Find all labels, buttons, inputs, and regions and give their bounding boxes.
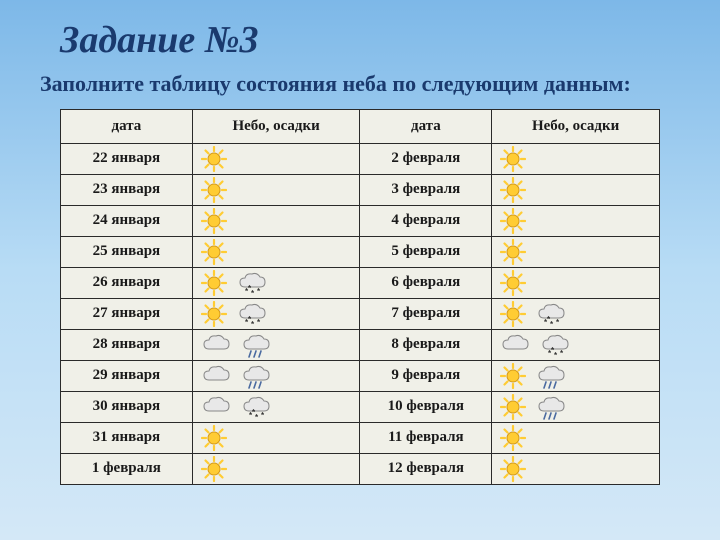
date-cell: 30 января xyxy=(61,391,193,422)
sun-icon xyxy=(201,301,227,327)
cloud-snow-icon xyxy=(241,393,271,421)
sun-icon xyxy=(500,208,526,234)
table-row: 24 января 4 февраля xyxy=(61,205,660,236)
date-cell: 8 февраля xyxy=(360,329,492,360)
table-row: 26 января 6 февраля xyxy=(61,267,660,298)
cloud-rain-icon xyxy=(241,331,271,359)
cloud-icon xyxy=(500,331,530,359)
date-cell: 26 января xyxy=(61,267,193,298)
sky-cell xyxy=(492,236,660,267)
cloud-snow-icon xyxy=(237,269,267,297)
sky-cell xyxy=(192,422,360,453)
sky-cell xyxy=(492,174,660,205)
cloud-snow-icon xyxy=(540,331,570,359)
sun-icon xyxy=(500,177,526,203)
sun-icon xyxy=(201,425,227,451)
table-row: 31 января 11 февраля xyxy=(61,422,660,453)
date-cell: 29 января xyxy=(61,360,193,391)
sky-cell xyxy=(192,360,360,391)
sky-cell xyxy=(492,298,660,329)
sun-icon xyxy=(201,239,227,265)
sky-cell xyxy=(192,298,360,329)
table-row: 25 января 5 февраля xyxy=(61,236,660,267)
date-cell: 1 февраля xyxy=(61,453,193,484)
date-cell: 6 февраля xyxy=(360,267,492,298)
sun-icon xyxy=(500,146,526,172)
task-subtitle: Заполните таблицу состояния неба по след… xyxy=(0,70,720,109)
table-row: 30 января 10 февраля xyxy=(61,391,660,422)
sky-cell xyxy=(192,205,360,236)
cloud-rain-icon xyxy=(241,362,271,390)
date-cell: 25 января xyxy=(61,236,193,267)
sky-cell xyxy=(492,391,660,422)
sun-icon xyxy=(500,239,526,265)
sun-icon xyxy=(500,394,526,420)
sky-cell xyxy=(192,453,360,484)
sky-cell xyxy=(192,267,360,298)
cloud-icon xyxy=(201,331,231,359)
sun-icon xyxy=(500,301,526,327)
sun-icon xyxy=(201,456,227,482)
sun-icon xyxy=(500,363,526,389)
date-cell: 5 февраля xyxy=(360,236,492,267)
header-sky-2: Небо, осадки xyxy=(492,109,660,143)
table-row: 22 января 2 февраля xyxy=(61,143,660,174)
sky-cell xyxy=(492,360,660,391)
sky-cell xyxy=(192,329,360,360)
date-cell: 23 января xyxy=(61,174,193,205)
table-row: 1 февраля 12 февраля xyxy=(61,453,660,484)
cloud-icon xyxy=(201,362,231,390)
sky-cell xyxy=(492,329,660,360)
cloud-snow-icon xyxy=(237,300,267,328)
cloud-rain-icon xyxy=(536,362,566,390)
date-cell: 4 февраля xyxy=(360,205,492,236)
date-cell: 7 февраля xyxy=(360,298,492,329)
date-cell: 28 января xyxy=(61,329,193,360)
sky-cell xyxy=(192,143,360,174)
date-cell: 31 января xyxy=(61,422,193,453)
date-cell: 27 января xyxy=(61,298,193,329)
date-cell: 3 февраля xyxy=(360,174,492,205)
table-header-row: дата Небо, осадки дата Небо, осадки xyxy=(61,109,660,143)
date-cell: 22 января xyxy=(61,143,193,174)
weather-table-container: дата Небо, осадки дата Небо, осадки 22 я… xyxy=(0,109,720,485)
table-row: 28 января 8 февраля xyxy=(61,329,660,360)
date-cell: 24 января xyxy=(61,205,193,236)
task-title: Задание №3 xyxy=(0,0,720,70)
sky-cell xyxy=(192,236,360,267)
sun-icon xyxy=(500,456,526,482)
sky-cell xyxy=(192,174,360,205)
sky-cell xyxy=(192,391,360,422)
date-cell: 2 февраля xyxy=(360,143,492,174)
sun-icon xyxy=(500,425,526,451)
sky-cell xyxy=(492,453,660,484)
header-date-2: дата xyxy=(360,109,492,143)
sun-icon xyxy=(201,146,227,172)
sun-icon xyxy=(500,270,526,296)
date-cell: 12 февраля xyxy=(360,453,492,484)
table-row: 23 января 3 февраля xyxy=(61,174,660,205)
header-date-1: дата xyxy=(61,109,193,143)
sun-icon xyxy=(201,270,227,296)
table-row: 29 января 9 февраля xyxy=(61,360,660,391)
date-cell: 11 февраля xyxy=(360,422,492,453)
sky-cell xyxy=(492,205,660,236)
sky-cell xyxy=(492,422,660,453)
sun-icon xyxy=(201,208,227,234)
sky-cell xyxy=(492,143,660,174)
weather-table: дата Небо, осадки дата Небо, осадки 22 я… xyxy=(60,109,660,485)
cloud-rain-icon xyxy=(536,393,566,421)
cloud-snow-icon xyxy=(536,300,566,328)
date-cell: 9 февраля xyxy=(360,360,492,391)
cloud-icon xyxy=(201,393,231,421)
table-row: 27 января 7 февраля xyxy=(61,298,660,329)
sun-icon xyxy=(201,177,227,203)
sky-cell xyxy=(492,267,660,298)
date-cell: 10 февраля xyxy=(360,391,492,422)
header-sky-1: Небо, осадки xyxy=(192,109,360,143)
